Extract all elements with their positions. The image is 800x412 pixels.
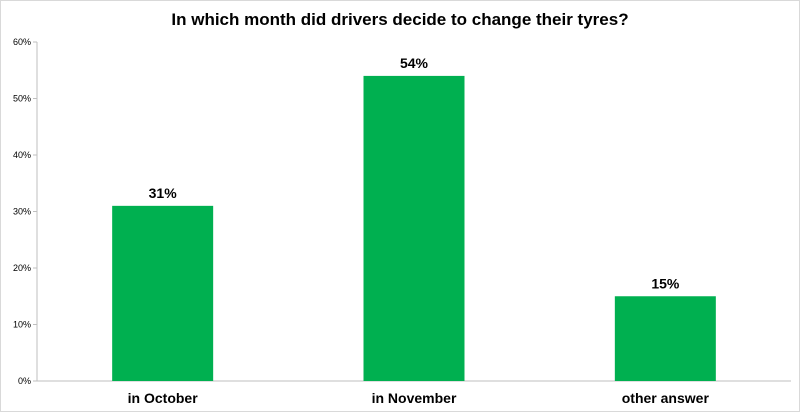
x-category-label: in November: [372, 390, 457, 406]
y-tick-label: 10%: [13, 320, 31, 330]
bars: [112, 75, 716, 382]
x-category-label: other answer: [622, 390, 710, 406]
bar-value-label: 54%: [400, 55, 429, 71]
x-category-label: in October: [128, 390, 199, 406]
y-tick-label: 0%: [18, 376, 31, 386]
bar: [112, 205, 214, 381]
bar-value-label: 31%: [149, 185, 178, 201]
labels: 31% in October 54% in November 15% other answ…: [128, 55, 710, 406]
y-tick-label: 20%: [13, 263, 31, 273]
bar-value-label: 15%: [651, 275, 680, 291]
bar: [363, 75, 465, 382]
y-tick-label: 30%: [13, 207, 31, 217]
y-tick-label: 60%: [13, 37, 31, 47]
y-tick-label: 50%: [13, 94, 31, 104]
y-tick-label: 40%: [13, 150, 31, 160]
chart-title: In which month did drivers decide to cha…: [171, 10, 628, 29]
bar: [614, 296, 716, 381]
